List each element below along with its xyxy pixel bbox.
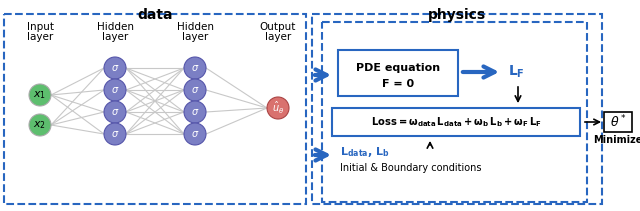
Text: $\mathbf{L_{data},\, L_b}$: $\mathbf{L_{data},\, L_b}$ <box>340 145 390 159</box>
Circle shape <box>184 101 206 123</box>
Text: PDE equation: PDE equation <box>356 63 440 73</box>
Bar <box>312 14 602 204</box>
Text: Initial & Boundary conditions: Initial & Boundary conditions <box>340 163 481 173</box>
Circle shape <box>267 97 289 119</box>
Text: $\sigma$: $\sigma$ <box>191 63 199 73</box>
Text: $\sigma$: $\sigma$ <box>191 107 199 117</box>
Text: Input: Input <box>26 22 54 32</box>
Text: Hidden: Hidden <box>97 22 134 32</box>
Text: physics: physics <box>428 8 486 22</box>
Text: layer: layer <box>102 32 128 42</box>
Text: $x_2$: $x_2$ <box>33 119 47 131</box>
Circle shape <box>184 57 206 79</box>
Text: $\sigma$: $\sigma$ <box>111 129 119 139</box>
Text: F = 0: F = 0 <box>382 79 414 89</box>
Text: $\sigma$: $\sigma$ <box>191 129 199 139</box>
Text: $\sigma$: $\sigma$ <box>111 85 119 95</box>
Bar <box>604 112 632 132</box>
Text: $x_1$: $x_1$ <box>33 89 47 101</box>
Text: layer: layer <box>27 32 53 42</box>
Text: Minimize: Minimize <box>593 135 640 145</box>
Bar <box>332 108 580 136</box>
Text: $\hat{u}_{\theta}$: $\hat{u}_{\theta}$ <box>272 100 284 116</box>
Bar <box>4 14 306 204</box>
Circle shape <box>29 84 51 106</box>
Text: $\theta^*$: $\theta^*$ <box>610 114 627 130</box>
Circle shape <box>184 79 206 101</box>
Text: layer: layer <box>182 32 208 42</box>
Circle shape <box>104 101 126 123</box>
Text: $\sigma$: $\sigma$ <box>111 63 119 73</box>
Bar <box>322 22 587 202</box>
Text: $\sigma$: $\sigma$ <box>191 85 199 95</box>
Bar <box>338 50 458 96</box>
Text: layer: layer <box>265 32 291 42</box>
Text: Output: Output <box>260 22 296 32</box>
Circle shape <box>104 79 126 101</box>
Text: data: data <box>137 8 173 22</box>
Text: $\mathbf{L_F}$: $\mathbf{L_F}$ <box>508 64 525 80</box>
Text: Hidden: Hidden <box>177 22 214 32</box>
Circle shape <box>184 123 206 145</box>
Circle shape <box>29 114 51 136</box>
Text: $\sigma$: $\sigma$ <box>111 107 119 117</box>
Text: $\mathbf{Loss = \omega_{data}\, L_{data} + \omega_b\, L_b + \omega_F\, L_F}$: $\mathbf{Loss = \omega_{data}\, L_{data}… <box>371 115 541 129</box>
Circle shape <box>104 123 126 145</box>
Circle shape <box>104 57 126 79</box>
